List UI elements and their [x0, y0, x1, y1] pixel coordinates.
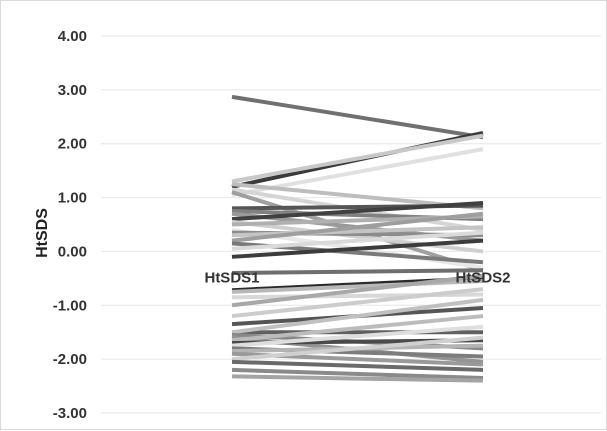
y-tick-label: 0.00	[58, 243, 87, 260]
series-line	[231, 230, 484, 251]
category-label: HtSDS2	[455, 269, 510, 286]
category-labels: HtSDS1 HtSDS2	[204, 269, 510, 286]
series-line	[231, 367, 484, 380]
series-line	[231, 314, 484, 343]
y-tick-label: 3.00	[58, 82, 87, 99]
y-axis-ticks: 4.00 3.00 2.00 1.00 0.00 -1.00 -2.00 -3.00	[53, 28, 87, 422]
series-line	[231, 279, 484, 294]
series-line	[231, 133, 484, 184]
y-tick-label: -1.00	[53, 297, 87, 314]
series-line	[231, 200, 484, 222]
y-axis-title: HtSDS	[34, 208, 51, 258]
y-tick-label: -2.00	[53, 351, 87, 368]
series-line	[231, 94, 484, 140]
series-line	[231, 225, 484, 238]
series-line	[231, 273, 484, 308]
series-lines	[231, 94, 484, 383]
series-line	[231, 219, 484, 254]
series-line	[231, 374, 484, 383]
y-tick-label: -3.00	[53, 405, 87, 422]
series-line	[231, 287, 484, 319]
series-line	[231, 211, 484, 243]
y-tick-label: 1.00	[58, 190, 87, 207]
series-line	[231, 238, 484, 259]
series-line	[231, 324, 484, 348]
category-label: HtSDS1	[204, 269, 259, 286]
series-line	[231, 335, 484, 362]
y-tick-label: 2.00	[58, 136, 87, 153]
series-line	[231, 268, 484, 275]
series-line	[231, 359, 484, 372]
series-line	[231, 297, 484, 335]
y-tick-label: 4.00	[58, 28, 87, 45]
